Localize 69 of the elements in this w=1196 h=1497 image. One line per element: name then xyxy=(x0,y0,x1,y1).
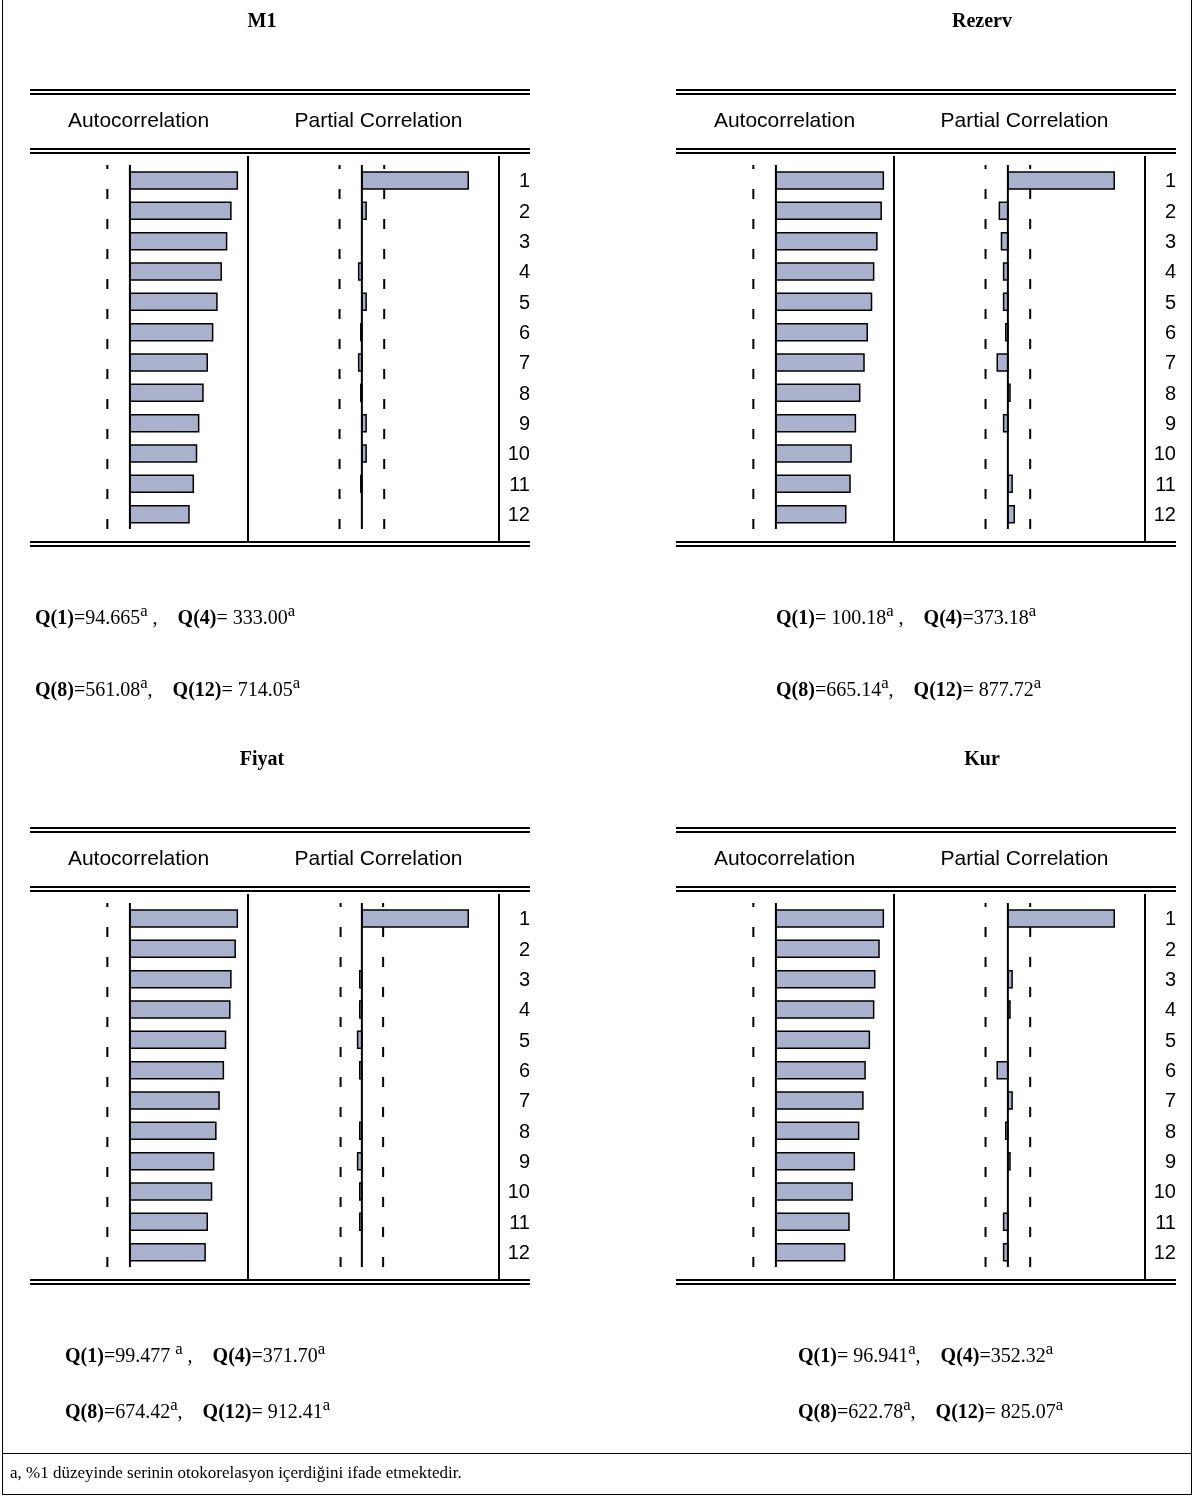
y-tick-label: 9 xyxy=(1164,1149,1176,1172)
y-tick-label: 1 xyxy=(518,169,530,192)
y-tick-label: 10 xyxy=(1153,1180,1176,1203)
y-tick-label: 8 xyxy=(1164,1119,1176,1142)
y-tick-label: 11 xyxy=(1155,1210,1176,1233)
text: a, %1 düzeyinde serinin otokorelasyon içerdiğini ifade etmektedir. xyxy=(10,1463,462,1483)
y-tick-label: 12 xyxy=(507,1240,530,1263)
chart-title: Autocorrelation xyxy=(66,846,211,870)
chart-title: Autocorrelation xyxy=(712,108,857,132)
y-tick-label: 5 xyxy=(518,1028,530,1051)
y-tick-label: 4 xyxy=(1164,998,1176,1021)
y-tick-label: 2 xyxy=(518,937,530,960)
y-tick-label: 5 xyxy=(518,290,530,313)
y-tick-label: 12 xyxy=(1153,1240,1176,1263)
y-tick-label: 4 xyxy=(518,998,530,1021)
y-tick-label: 9 xyxy=(518,1149,530,1172)
y-tick-label: 7 xyxy=(518,351,530,374)
y-tick-label: 1 xyxy=(1164,169,1176,192)
y-tick-label: 8 xyxy=(1164,381,1176,404)
y-tick-label: 5 xyxy=(1164,1028,1176,1051)
y-tick-label: 1 xyxy=(518,907,530,930)
text: Q(1)= 96.941$^{a}$, Q(4)=352.32$^{a}$ xyxy=(798,1339,1054,1367)
y-tick-label: 7 xyxy=(518,1089,530,1112)
text: Q(1)= 100.18$^{a}$ , Q(4)=373.18$^{a}$ xyxy=(776,601,1037,629)
y-tick-label: 11 xyxy=(509,472,530,495)
y-tick-label: 1 xyxy=(1164,907,1176,930)
text: Q(8)=674.42$^{a}$, Q(12)= 912.41$^{a}$ xyxy=(65,1395,331,1423)
y-tick-label: 11 xyxy=(509,1210,530,1233)
chart-title: Fiyat xyxy=(238,747,286,770)
y-tick-label: 8 xyxy=(518,1119,530,1142)
y-tick-label: 12 xyxy=(507,502,530,525)
chart-title: Autocorrelation xyxy=(66,108,211,132)
chart-title: Kur xyxy=(963,747,1001,770)
y-tick-label: 10 xyxy=(507,442,530,465)
y-tick-label: 2 xyxy=(518,199,530,222)
text: Q(1)=94.665$^{a}$ , Q(4)= 333.00$^{a}$ xyxy=(35,601,296,629)
y-tick-label: 6 xyxy=(1164,320,1176,343)
y-tick-label: 2 xyxy=(1164,199,1176,222)
chart-subtitle: Partial Correlation xyxy=(939,108,1110,132)
y-tick-label: 5 xyxy=(1164,290,1176,313)
y-tick-label: 6 xyxy=(518,1058,530,1081)
y-tick-label: 6 xyxy=(1164,1058,1176,1081)
text: Q(8)=622.78$^{a}$, Q(12)= 825.07$^{a}$ xyxy=(798,1395,1064,1423)
y-tick-label: 4 xyxy=(518,260,530,283)
y-tick-label: 12 xyxy=(1153,502,1176,525)
y-tick-label: 3 xyxy=(518,229,530,252)
y-tick-label: 6 xyxy=(518,320,530,343)
y-tick-label: 4 xyxy=(1164,260,1176,283)
y-tick-label: 3 xyxy=(1164,967,1176,990)
y-tick-label: 2 xyxy=(1164,937,1176,960)
text: Q(1)=99.477 $^{a}$ , Q(4)=371.70$^{a}$ xyxy=(65,1339,326,1367)
text: Q(8)=665.14$^{a}$, Q(12)= 877.72$^{a}$ xyxy=(776,673,1042,701)
text: Q(8)=561.08$^{a}$, Q(12)= 714.05$^{a}$ xyxy=(35,673,301,701)
chart-subtitle: Partial Correlation xyxy=(939,846,1110,870)
y-tick-label: 11 xyxy=(1155,472,1176,495)
y-tick-label: 7 xyxy=(1164,1089,1176,1112)
y-tick-label: 3 xyxy=(518,967,530,990)
y-tick-label: 10 xyxy=(507,1180,530,1203)
y-tick-label: 9 xyxy=(518,411,530,434)
y-tick-label: 9 xyxy=(1164,411,1176,434)
y-tick-label: 10 xyxy=(1153,442,1176,465)
y-tick-label: 3 xyxy=(1164,229,1176,252)
y-tick-label: 7 xyxy=(1164,351,1176,374)
chart-title: M1 xyxy=(246,9,278,32)
chart-subtitle: Partial Correlation xyxy=(293,108,464,132)
chart-subtitle: Partial Correlation xyxy=(293,846,464,870)
y-tick-label: 8 xyxy=(518,381,530,404)
chart-title: Rezerv xyxy=(951,9,1013,32)
chart-title: Autocorrelation xyxy=(712,846,857,870)
